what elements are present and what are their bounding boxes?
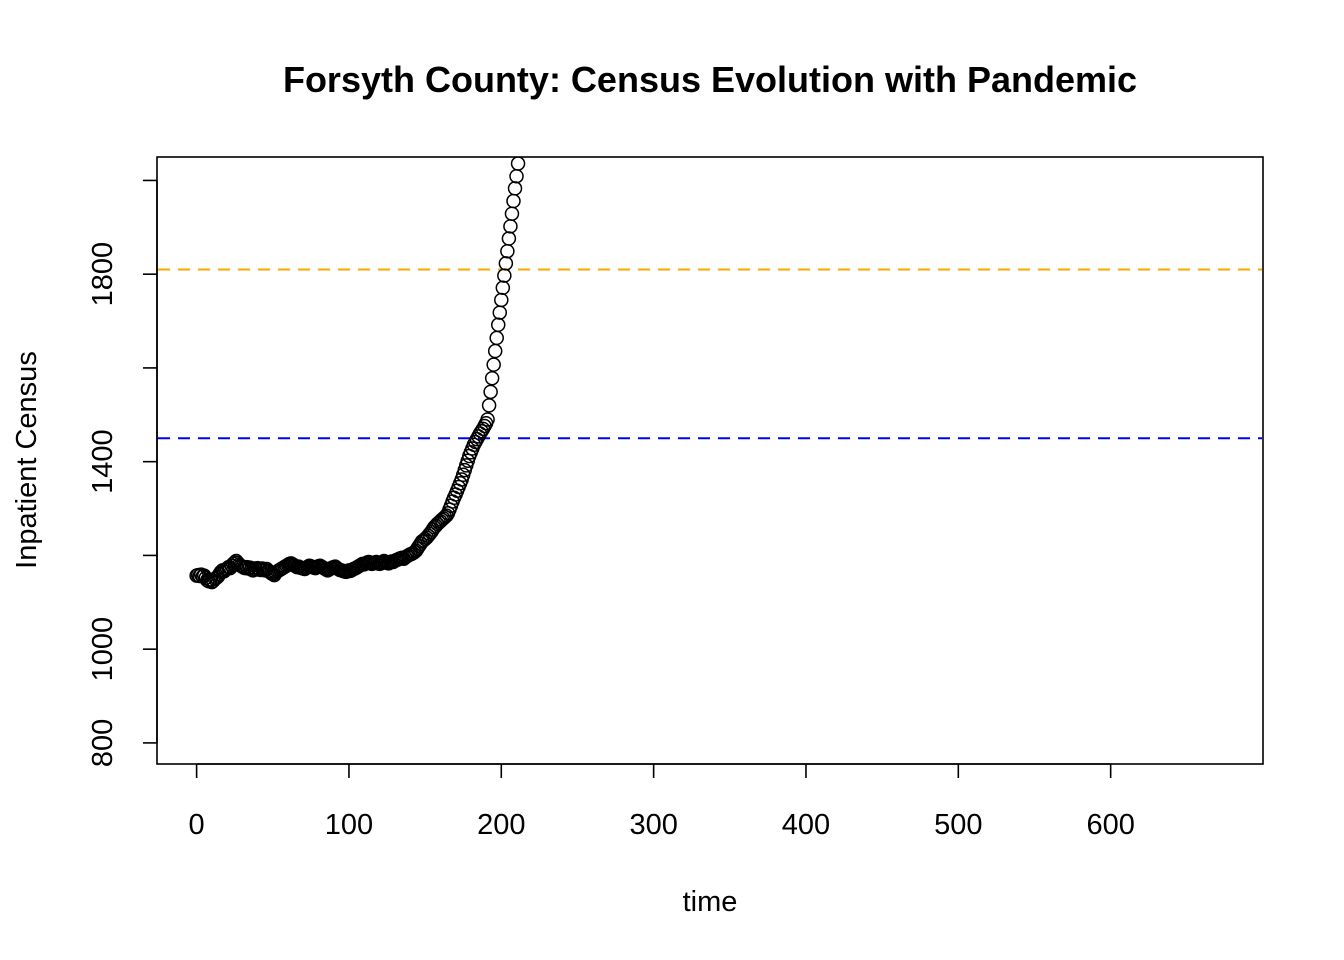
- x-tick-label: 400: [782, 809, 830, 841]
- reference-lines: [158, 268, 1262, 440]
- data-point: [506, 193, 521, 209]
- data-point: [510, 157, 526, 171]
- y-tick-label: 800: [87, 719, 119, 767]
- plot-frame: [156, 156, 1264, 765]
- data-point: [480, 412, 495, 427]
- x-axis: 0 100 200 300 400 500 600: [189, 763, 1135, 841]
- chart-title: Forsyth County: Census Evolution with Pa…: [283, 59, 1137, 100]
- data-point: [497, 268, 512, 283]
- data-point: [501, 231, 517, 246]
- x-tick-label: 200: [477, 809, 525, 841]
- data-point: [487, 343, 503, 359]
- data-points: [189, 157, 526, 590]
- data-point: [495, 280, 511, 296]
- data-point: [500, 243, 515, 259]
- x-tick-label: 100: [325, 809, 373, 841]
- data-point: [498, 256, 514, 271]
- x-tick-label: 500: [934, 809, 982, 841]
- data-point: [492, 305, 508, 320]
- data-point: [484, 370, 500, 386]
- data-point: [437, 509, 453, 525]
- y-axis-label: Inpatient Census: [11, 351, 43, 569]
- data-point: [507, 181, 523, 196]
- data-point: [509, 168, 524, 184]
- data-point: [481, 398, 497, 413]
- data-point: [483, 384, 498, 400]
- y-tick-label: 1400: [87, 429, 119, 494]
- y-tick-label: 1800: [87, 242, 119, 307]
- data-point: [504, 206, 520, 221]
- x-tick-label: 600: [1086, 809, 1134, 841]
- data-point: [486, 357, 501, 372]
- x-tick-label: 300: [629, 809, 677, 841]
- x-axis-label: time: [683, 886, 738, 918]
- y-axis: 800 1000 1400 1800: [87, 179, 158, 767]
- data-point: [489, 330, 504, 346]
- y-tick-label: 1000: [87, 617, 119, 682]
- data-point: [503, 219, 518, 234]
- data-point: [494, 292, 509, 308]
- data-point: [490, 317, 506, 333]
- x-tick-label: 0: [189, 809, 205, 841]
- data-point: [477, 418, 492, 434]
